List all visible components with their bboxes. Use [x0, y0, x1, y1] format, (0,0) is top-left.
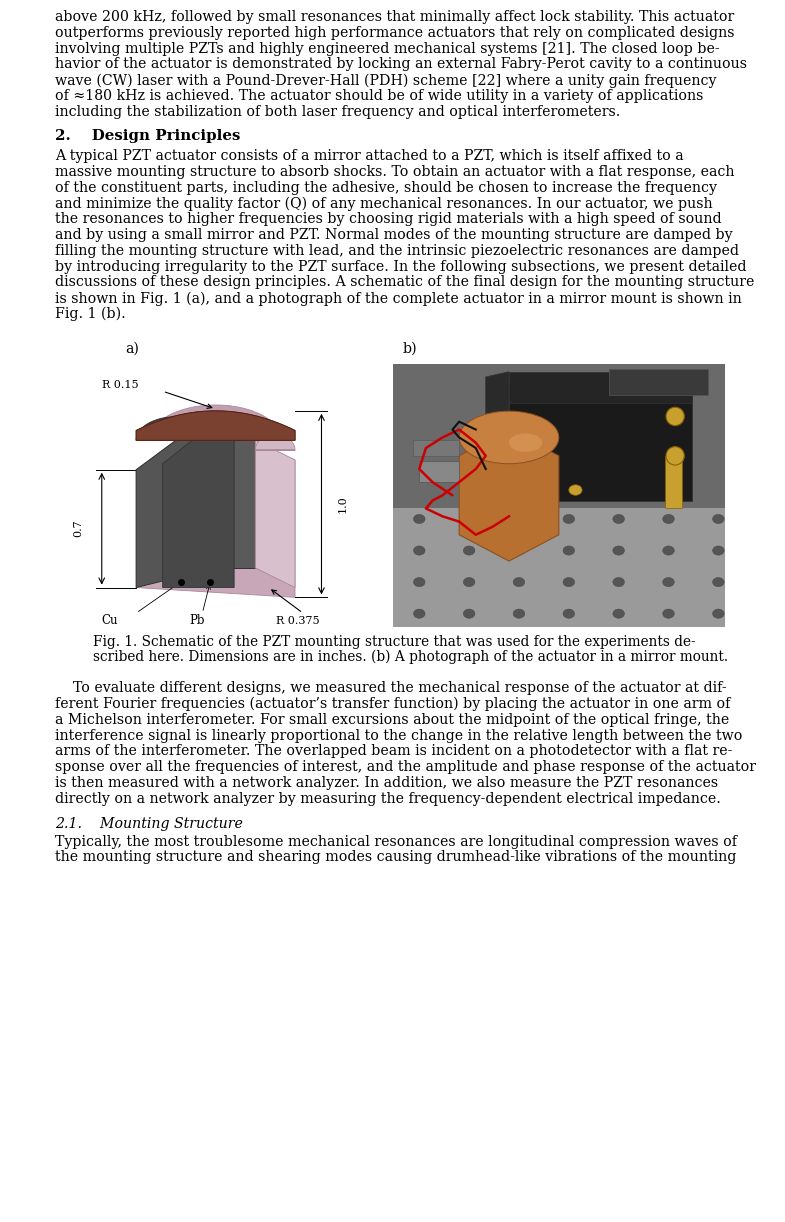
Ellipse shape: [414, 546, 425, 555]
Text: Fig. 1 (b).: Fig. 1 (b).: [55, 307, 126, 321]
Ellipse shape: [666, 407, 685, 425]
Ellipse shape: [569, 485, 582, 495]
Text: interference signal is linearly proportional to the change in the relative lengt: interference signal is linearly proporti…: [55, 728, 743, 743]
Ellipse shape: [513, 578, 525, 587]
Ellipse shape: [663, 546, 674, 555]
Ellipse shape: [613, 546, 625, 555]
Text: is then measured with a network analyzer. In addition, we also measure the PZT r: is then measured with a network analyzer…: [55, 776, 718, 791]
Text: ferent Fourier frequencies (actuator’s transfer function) by placing the actuato: ferent Fourier frequencies (actuator’s t…: [55, 697, 730, 711]
Text: a): a): [125, 342, 139, 356]
Ellipse shape: [414, 609, 425, 618]
Bar: [419, 461, 459, 483]
Ellipse shape: [713, 609, 725, 618]
Text: outperforms previously reported high performance actuators that rely on complica: outperforms previously reported high per…: [55, 26, 735, 40]
Text: Pb: Pb: [189, 615, 205, 627]
Ellipse shape: [459, 411, 559, 463]
Ellipse shape: [513, 514, 525, 523]
Text: and minimize the quality factor (Q) of any mechanical resonances. In our actuato: and minimize the quality factor (Q) of a…: [55, 197, 713, 211]
Ellipse shape: [513, 546, 525, 555]
Text: of the constituent parts, including the adhesive, should be chosen to increase t: of the constituent parts, including the …: [55, 181, 717, 194]
Text: R 0.15: R 0.15: [102, 380, 138, 390]
Ellipse shape: [463, 514, 475, 523]
Text: the resonances to higher frequencies by choosing rigid materials with a high spe: the resonances to higher frequencies by …: [55, 213, 721, 226]
Bar: [413, 440, 459, 456]
Ellipse shape: [563, 578, 575, 587]
Polygon shape: [136, 440, 295, 598]
Polygon shape: [216, 440, 255, 568]
Ellipse shape: [414, 514, 425, 523]
Text: 0.7: 0.7: [73, 519, 83, 538]
Text: wave (CW) laser with a Pound-Drever-Hall (PDH) scheme [22] where a unity gain fr: wave (CW) laser with a Pound-Drever-Hall…: [55, 73, 717, 88]
Polygon shape: [149, 404, 282, 440]
Text: including the stabilization of both laser frequency and optical interferometers.: including the stabilization of both lase…: [55, 105, 620, 119]
Text: above 200 kHz, followed by small resonances that minimally affect lock stability: above 200 kHz, followed by small resonan…: [55, 10, 734, 24]
Text: discussions of these design principles. A schematic of the final design for the : discussions of these design principles. …: [55, 275, 754, 290]
Ellipse shape: [563, 546, 575, 555]
Text: R 0.375: R 0.375: [276, 616, 320, 626]
Ellipse shape: [613, 514, 625, 523]
Text: involving multiple PZTs and highly engineered mechanical systems [21]. The close: involving multiple PZTs and highly engin…: [55, 42, 720, 55]
Text: A typical PZT actuator consists of a mirror attached to a PZT, which is itself a: A typical PZT actuator consists of a mir…: [55, 149, 684, 163]
Text: directly on a network analyzer by measuring the frequency-dependent electrical i: directly on a network analyzer by measur…: [55, 792, 721, 805]
Ellipse shape: [613, 609, 625, 618]
Text: Cu: Cu: [101, 615, 118, 627]
Ellipse shape: [509, 434, 542, 452]
Polygon shape: [486, 371, 509, 501]
Polygon shape: [255, 435, 295, 450]
Text: a Michelson interferometer. For small excursions about the midpoint of the optic: a Michelson interferometer. For small ex…: [55, 712, 729, 727]
Text: Typically, the most troublesome mechanical resonances are longitudinal compressi: Typically, the most troublesome mechanic…: [55, 835, 737, 848]
Text: sponse over all the frequencies of interest, and the amplitude and phase respons: sponse over all the frequencies of inter…: [55, 760, 756, 775]
Ellipse shape: [613, 578, 625, 587]
Text: filling the mounting structure with lead, and the intrinsic piezoelectric resona: filling the mounting structure with lead…: [55, 244, 739, 258]
Text: and by using a small mirror and PZT. Normal modes of the mounting structure are : and by using a small mirror and PZT. Nor…: [55, 229, 732, 242]
Ellipse shape: [513, 609, 525, 618]
Ellipse shape: [463, 609, 475, 618]
Ellipse shape: [563, 609, 575, 618]
Ellipse shape: [414, 578, 425, 587]
Ellipse shape: [713, 546, 725, 555]
Text: by introducing irregularity to the PZT surface. In the following subsections, we: by introducing irregularity to the PZT s…: [55, 259, 747, 274]
Polygon shape: [136, 440, 216, 588]
Ellipse shape: [713, 514, 725, 523]
Text: massive mounting structure to absorb shocks. To obtain an actuator with a flat r: massive mounting structure to absorb sho…: [55, 165, 735, 178]
Text: arms of the interferometer. The overlapped beam is incident on a photodetector w: arms of the interferometer. The overlapp…: [55, 744, 732, 759]
Text: is shown in Fig. 1 (a), and a photograph of the complete actuator in a mirror mo: is shown in Fig. 1 (a), and a photograph…: [55, 291, 742, 306]
Ellipse shape: [563, 514, 575, 523]
Text: 2.1.    Mounting Structure: 2.1. Mounting Structure: [55, 818, 243, 831]
Ellipse shape: [713, 578, 725, 587]
Text: b): b): [403, 342, 418, 356]
Ellipse shape: [463, 578, 475, 587]
Text: the mounting structure and shearing modes causing drumhead-like vibrations of th: the mounting structure and shearing mode…: [55, 851, 736, 864]
Text: 1.0: 1.0: [338, 495, 348, 513]
Ellipse shape: [663, 609, 674, 618]
Polygon shape: [136, 417, 216, 440]
Polygon shape: [459, 430, 559, 561]
Ellipse shape: [666, 447, 685, 466]
Text: 2.    Design Principles: 2. Design Principles: [55, 130, 240, 143]
Polygon shape: [216, 419, 255, 440]
Polygon shape: [136, 411, 295, 440]
Ellipse shape: [663, 514, 674, 523]
Polygon shape: [255, 440, 295, 588]
Polygon shape: [162, 436, 234, 588]
Polygon shape: [162, 414, 234, 436]
Text: havior of the actuator is demonstrated by locking an external Fabry-Perot cavity: havior of the actuator is demonstrated b…: [55, 57, 747, 71]
Bar: [509, 382, 692, 501]
Ellipse shape: [663, 578, 674, 587]
Bar: [665, 456, 682, 508]
Text: scribed here. Dimensions are in inches. (b) A photograph of the actuator in a mi: scribed here. Dimensions are in inches. …: [93, 649, 728, 664]
Ellipse shape: [463, 546, 475, 555]
Bar: [608, 369, 708, 396]
Text: To evaluate different designs, we measured the mechanical response of the actuat: To evaluate different designs, we measur…: [55, 681, 727, 695]
Text: Fig. 1. Schematic of the PZT mounting structure that was used for the experiment: Fig. 1. Schematic of the PZT mounting st…: [93, 634, 696, 649]
Bar: [392, 364, 725, 508]
Bar: [392, 508, 725, 627]
Bar: [509, 371, 692, 403]
Polygon shape: [136, 411, 295, 440]
Text: of ≈180 kHz is achieved. The actuator should be of wide utility in a variety of : of ≈180 kHz is achieved. The actuator sh…: [55, 89, 703, 103]
